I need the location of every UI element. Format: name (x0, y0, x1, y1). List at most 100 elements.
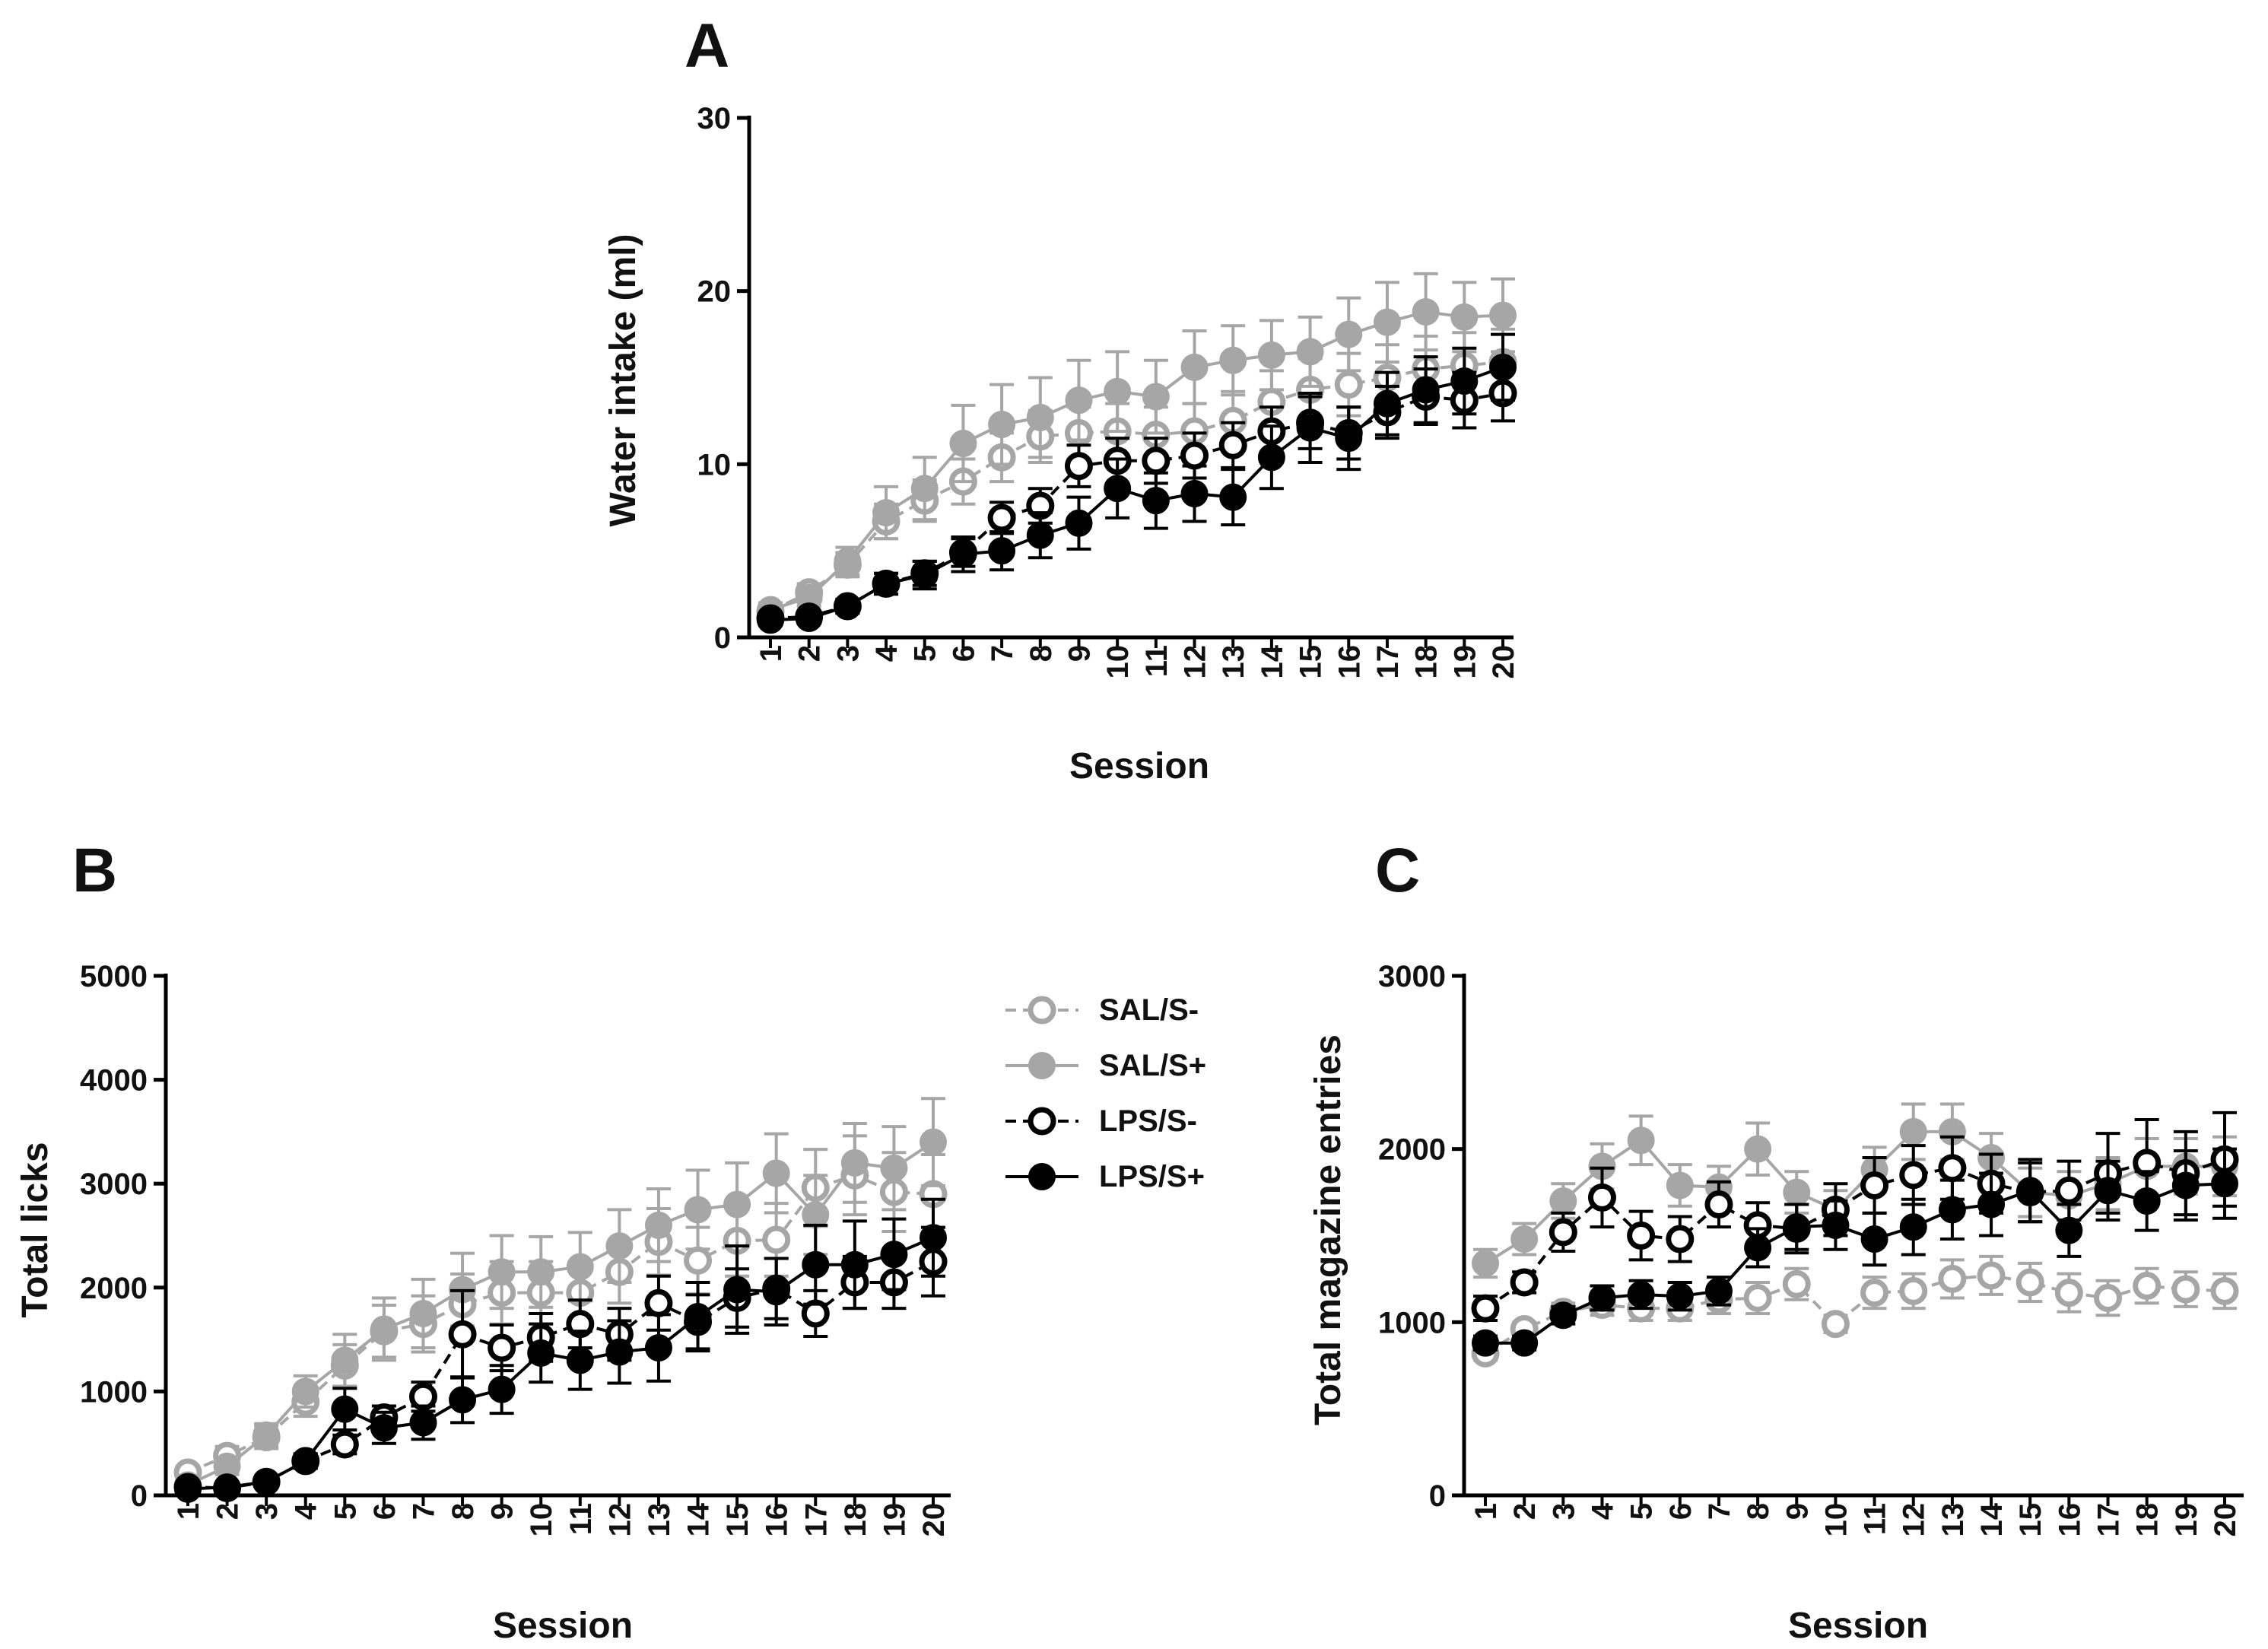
legend-swatch-marker (1028, 1163, 1056, 1190)
panel-c-series-lps-s-minus-point (2054, 1176, 2083, 1205)
panel-b-x-tick-label: 19 (878, 1503, 911, 1537)
panel-c-series-sal-s-plus-point (1549, 1187, 1577, 1215)
panel-a-x-tick-label: 9 (1063, 645, 1096, 662)
panel-c-x-tick-label: 5 (1625, 1503, 1659, 1520)
panel-a-series-sal-s-plus-point (1219, 346, 1247, 374)
panel-c-x-tick-label: 2 (1508, 1503, 1542, 1520)
panel-c-series-lps-s-minus-point (1938, 1154, 1967, 1183)
panel-b-series-lps-s-plus-point (331, 1395, 359, 1423)
panel-c-x-tick-label: 7 (1703, 1503, 1736, 1520)
panel-a-x-tick-label: 17 (1371, 645, 1405, 679)
panel-b-x-tick-label: 10 (525, 1503, 558, 1537)
legend-swatch-marker (1028, 996, 1056, 1025)
panel-b-series-sal-s-plus-point (605, 1232, 634, 1260)
panel-b-series-sal-s-plus-point (644, 1211, 672, 1239)
panel-c-series-lps-s-minus-line (1484, 1158, 2225, 1310)
panel-a-series-sal-s-plus-point (834, 547, 862, 575)
panel-a-series-sal-s-plus-point (1412, 297, 1440, 326)
panel-a-series-lps-s-plus-point (1489, 353, 1517, 381)
panel-b-series-lps-s-minus-point (488, 1333, 516, 1362)
panel-b-series-sal-s-minus (173, 1134, 948, 1487)
panel-a-x-tick-label: 2 (793, 645, 827, 662)
panel-a-series-sal-s-minus-point (1334, 370, 1363, 399)
panel-b-x-tick-label: 16 (761, 1503, 794, 1537)
panel-b-x-tick-label: 11 (564, 1503, 598, 1535)
panel-a-x-tick-label: 4 (870, 644, 904, 662)
legend-entry-sal-s-plus: SAL/S+ (1005, 1049, 1206, 1082)
panel-c-series-lps-s-plus-point (2211, 1170, 2238, 1198)
panel-a-x-tick-label: 12 (1179, 645, 1212, 679)
panel-c-y-tick-label: 3000 (1378, 960, 1446, 993)
panel-b-series-sal-s-minus-point (684, 1246, 713, 1275)
panel-b-series-lps-s-plus-point (449, 1386, 477, 1414)
panel-b-series-sal-s-plus-point (527, 1258, 555, 1286)
legend-entry-sal-s-minus: SAL/S- (1005, 993, 1199, 1027)
panel-a-x-tick-label: 8 (1024, 645, 1058, 662)
panel-a-series-lps-s-plus-point (988, 537, 1016, 565)
panel-b-series-sal-s-plus-point (762, 1159, 790, 1187)
panel-c-series-lps-s-minus-point (1666, 1225, 1695, 1253)
panel-b-x-tick-label: 9 (486, 1503, 519, 1520)
legend-label-sal-s-plus: SAL/S+ (1099, 1049, 1206, 1082)
panel-c-series-lps-s-minus-point (1510, 1268, 1539, 1297)
panel-c-series-sal-s-minus-point (2054, 1279, 2083, 1307)
panel-b-x-tick-label: 17 (799, 1503, 833, 1537)
panel-c: C Total magazine entries Session 0 1000 20… (1308, 836, 2244, 1646)
panel-a-x-tick-label: 15 (1294, 645, 1328, 679)
panel-c-letter: C (1375, 836, 1420, 905)
panel-a-x-tick-label: 19 (1448, 645, 1482, 679)
panel-a-series-lps-s-plus-point (834, 593, 862, 621)
panel-a-y-tick-label: 10 (697, 448, 732, 481)
panel-c-x-tick-label: 3 (1547, 1503, 1580, 1520)
panel-b-series-lps-s-plus-point (488, 1375, 516, 1403)
panel-c-series-lps-s-plus-point (1627, 1280, 1655, 1308)
panel-a-x-tick-label: 6 (947, 645, 980, 662)
legend-entry-lps-s-plus: LPS/S+ (1005, 1160, 1205, 1193)
legend-swatch-marker (1028, 1052, 1056, 1079)
panel-b-letter: B (72, 836, 117, 905)
panel-a-x-tick-label: 7 (986, 645, 1019, 662)
panel-c-x-axis-title: Session (1788, 1606, 1928, 1646)
panel-c-series-sal-s-minus-point (1821, 1310, 1850, 1339)
panel-b-x-tick-label: 5 (329, 1503, 362, 1520)
panel-a-x-tick-label: 20 (1487, 645, 1520, 679)
panel-c-series-lps-s-plus-point (2055, 1216, 2083, 1244)
panel-a-y-tick-label: 0 (714, 621, 731, 655)
panel-b-series-sal-s-plus-point (291, 1377, 319, 1406)
panel-c-series-lps-s-plus-point (2016, 1177, 2044, 1205)
panel-a-series-lps-s-plus-point (949, 540, 977, 568)
panel-b-series-lps-s-minus-point (644, 1288, 673, 1317)
panel-b-y-axis-title: Total licks (15, 1142, 56, 1317)
panel-a-series-sal-s-plus-point (1373, 308, 1401, 336)
panel-c-y-tick-label: 0 (1429, 1479, 1446, 1513)
panel-b-series-lps-s-plus-point (802, 1250, 830, 1279)
panel-b-y-tick-label: 5000 (80, 960, 148, 993)
panel-b-series-sal-s-plus-point (840, 1149, 869, 1177)
panel-c-y-axis-title: Total magazine entries (1308, 1034, 1348, 1425)
panel-c-series-sal-s-minus-point (1899, 1276, 1928, 1305)
panel-b-x-tick-label: 3 (250, 1503, 284, 1520)
panel-c-series-lps-s-plus-point (1588, 1284, 1616, 1312)
panel-c-series-sal-s-minus-point (1782, 1269, 1811, 1298)
panel-c-x-tick-label: 15 (2014, 1503, 2047, 1537)
panel-a-series-lps-s-plus-point (1335, 424, 1363, 453)
panel-b-y-tick-label: 4000 (80, 1064, 148, 1098)
panel-a-series-sal-s-plus-point (1450, 303, 1479, 331)
panel-c-series-sal-s-minus-point (2210, 1276, 2239, 1305)
panel-c-y-tick-label: 2000 (1378, 1133, 1446, 1167)
panel-a-x-tick-label: 16 (1333, 645, 1366, 679)
panel-b-series-lps-s-plus-point (920, 1224, 947, 1252)
panel-a-series-lps-s-plus-point (1296, 414, 1324, 442)
panel-a-x-tick-label: 11 (1140, 645, 1174, 677)
panel-c-y-tick-label: 1000 (1378, 1306, 1446, 1339)
panel-a-series-lps-s-plus-point (1180, 480, 1209, 508)
panel-b-series-sal-s-plus-point (331, 1346, 359, 1374)
panel-b-x-tick-label: 4 (290, 1502, 323, 1520)
panel-c-series-lps-s-plus-point (2133, 1187, 2161, 1215)
panel-c-series-sal-s-plus-point (1666, 1171, 1694, 1199)
panel-c-series-sal-s-plus-point (1472, 1249, 1499, 1277)
panel-b-y-tick-label: 0 (131, 1479, 148, 1513)
legend-swatch-marker (1028, 1107, 1056, 1136)
